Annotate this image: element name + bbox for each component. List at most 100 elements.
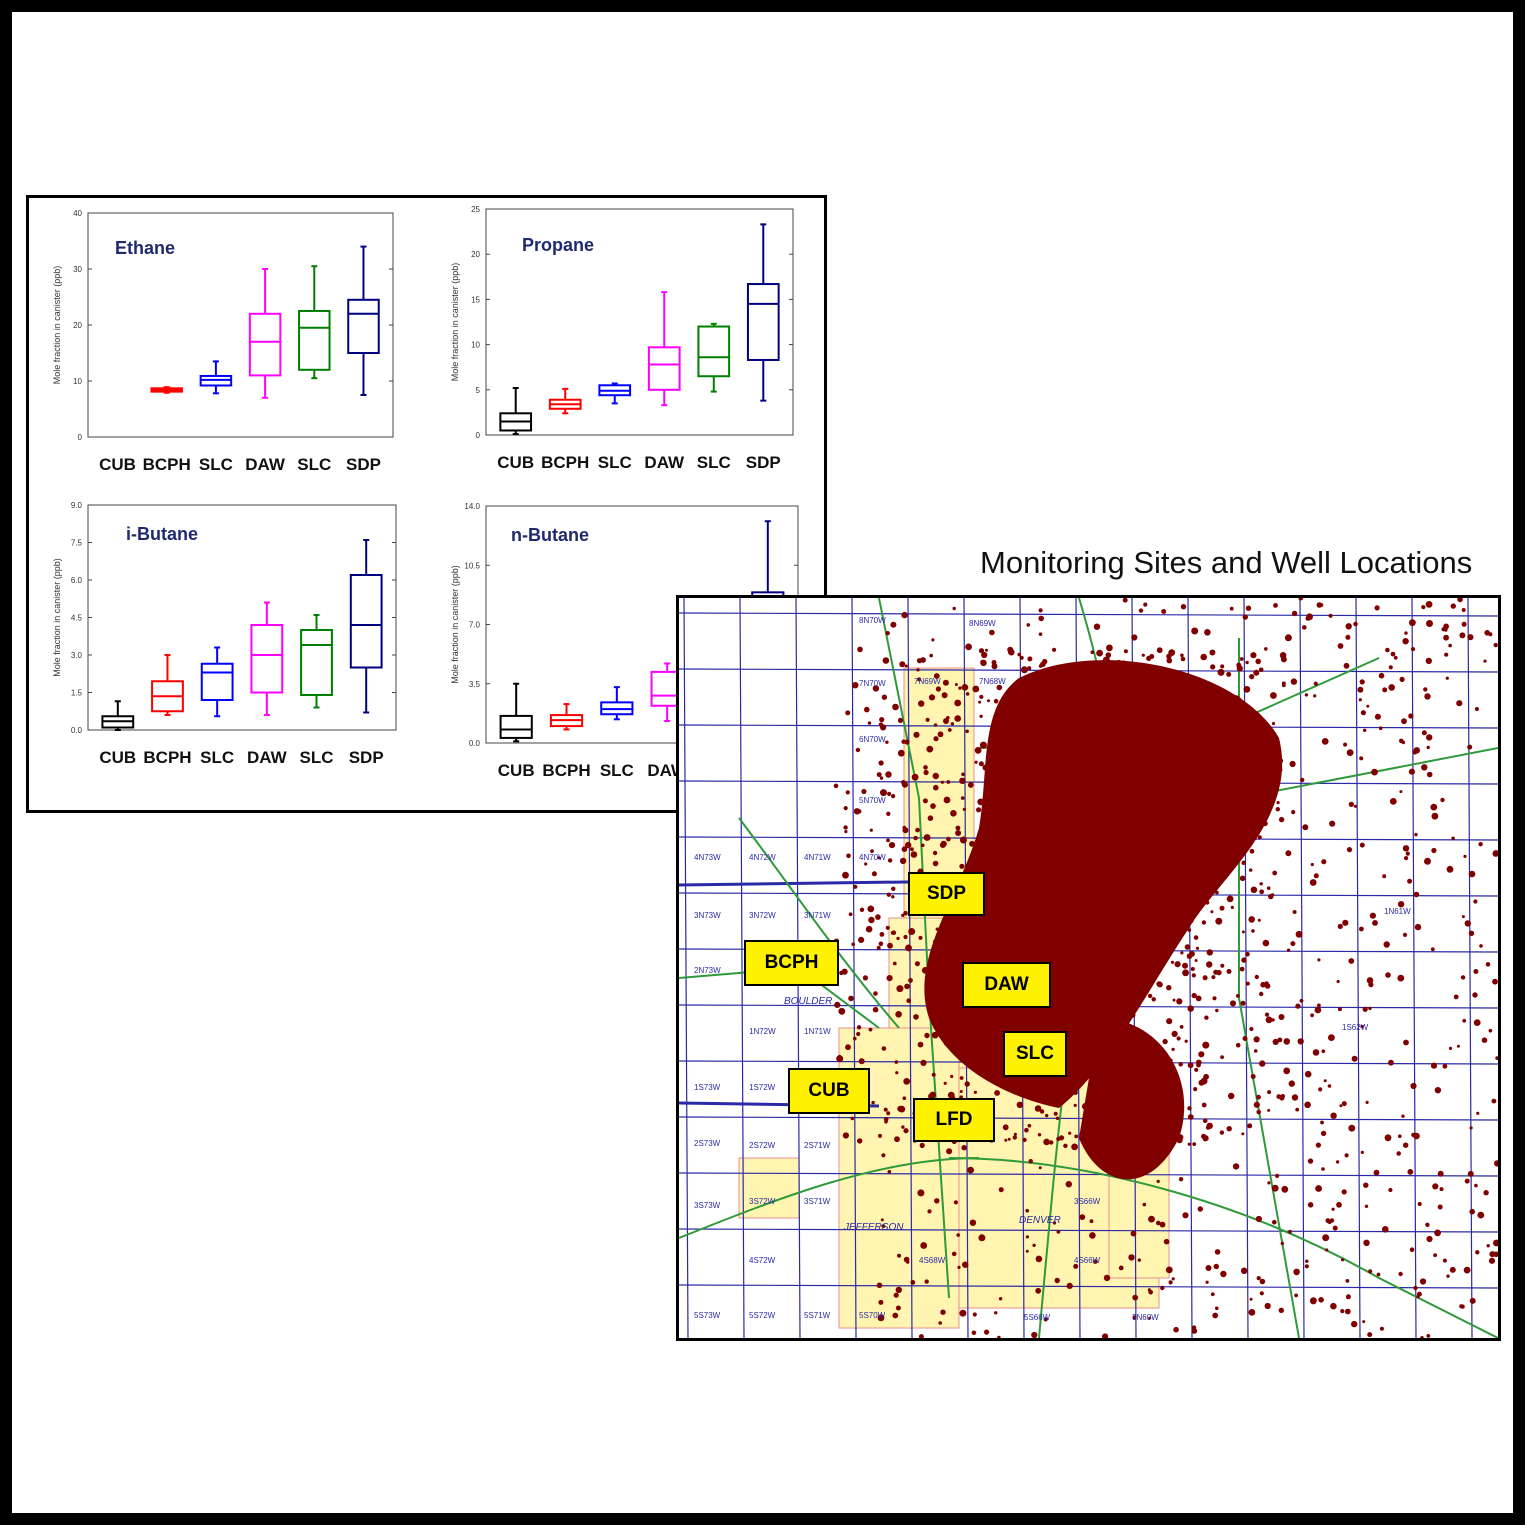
well [1170,941,1176,947]
well [1040,777,1047,784]
well [1483,659,1487,663]
well [1028,1159,1033,1164]
well [932,850,938,856]
well [1027,733,1032,738]
well [1291,1094,1299,1101]
well [1035,1255,1043,1263]
well [1062,677,1069,684]
well [1206,961,1213,968]
well [1281,1185,1289,1193]
box-body [647,346,681,391]
well [986,1036,992,1043]
well [1275,807,1280,812]
well [932,860,939,867]
well [1278,816,1285,823]
well [1273,603,1278,608]
well [1295,930,1303,938]
plot-frame [485,208,794,436]
well [1318,1087,1323,1092]
well [1264,738,1269,743]
well [1409,619,1416,627]
well [1138,696,1145,703]
well [1431,812,1439,820]
well [951,1251,957,1257]
well [1070,833,1076,838]
grid-line-h [679,1284,1498,1289]
well [1148,705,1155,712]
well [998,728,1002,733]
well [852,682,859,689]
well [1033,689,1038,694]
well [1043,923,1049,930]
well [1336,1201,1342,1208]
well [946,780,951,784]
well [1183,821,1190,829]
well [965,729,969,734]
well [1042,658,1048,665]
well [1304,693,1309,697]
well [1264,1012,1270,1017]
well [1102,1333,1109,1338]
well [1265,769,1269,774]
well [1404,631,1408,635]
well [885,740,889,744]
well [1147,1288,1151,1292]
well [1022,1137,1027,1142]
well [1121,872,1129,880]
well [1420,1336,1424,1338]
well [1257,835,1262,840]
well [1213,698,1219,705]
well [943,796,951,804]
well [1022,930,1028,936]
well [843,806,848,811]
well [1288,1229,1292,1234]
well [954,715,961,722]
well [1230,1000,1236,1007]
site-label-sdp: SDP [908,872,985,916]
well [1111,847,1116,852]
box-body [746,283,780,361]
well [1337,643,1344,649]
well [1421,605,1426,610]
well [1344,1308,1351,1315]
township-label: 4N71W [804,853,831,862]
well [1464,920,1471,927]
well [1142,748,1148,753]
well [985,1021,990,1026]
well [1177,1134,1184,1141]
well [878,1299,884,1305]
well [1486,1244,1490,1248]
well [1062,701,1066,705]
well [1366,704,1370,708]
well [885,771,892,778]
chart-title: n-Butane [511,525,589,545]
well [1306,613,1313,621]
well [1035,862,1040,867]
well [974,760,978,764]
well [1182,962,1188,969]
well [955,830,962,836]
well [1259,1060,1266,1067]
road [738,817,900,1029]
well [965,643,972,651]
well [930,803,936,809]
well [1463,1266,1471,1274]
well [1164,917,1171,924]
well [1250,745,1255,750]
township-label: 5N70W [859,796,886,805]
well [1176,1036,1181,1041]
well [1105,894,1110,899]
y-axis-label: Mole fraction in canister (ppb) [52,558,62,677]
well [1336,979,1340,984]
well [878,941,884,947]
category-label: CUB [498,761,535,780]
well [1023,1021,1028,1025]
well [1321,1049,1326,1053]
well [1118,877,1124,882]
well [1223,826,1229,832]
well [1444,652,1449,657]
well [1256,1094,1261,1100]
well [1310,1297,1317,1305]
well [1314,1006,1322,1014]
well [978,648,985,654]
